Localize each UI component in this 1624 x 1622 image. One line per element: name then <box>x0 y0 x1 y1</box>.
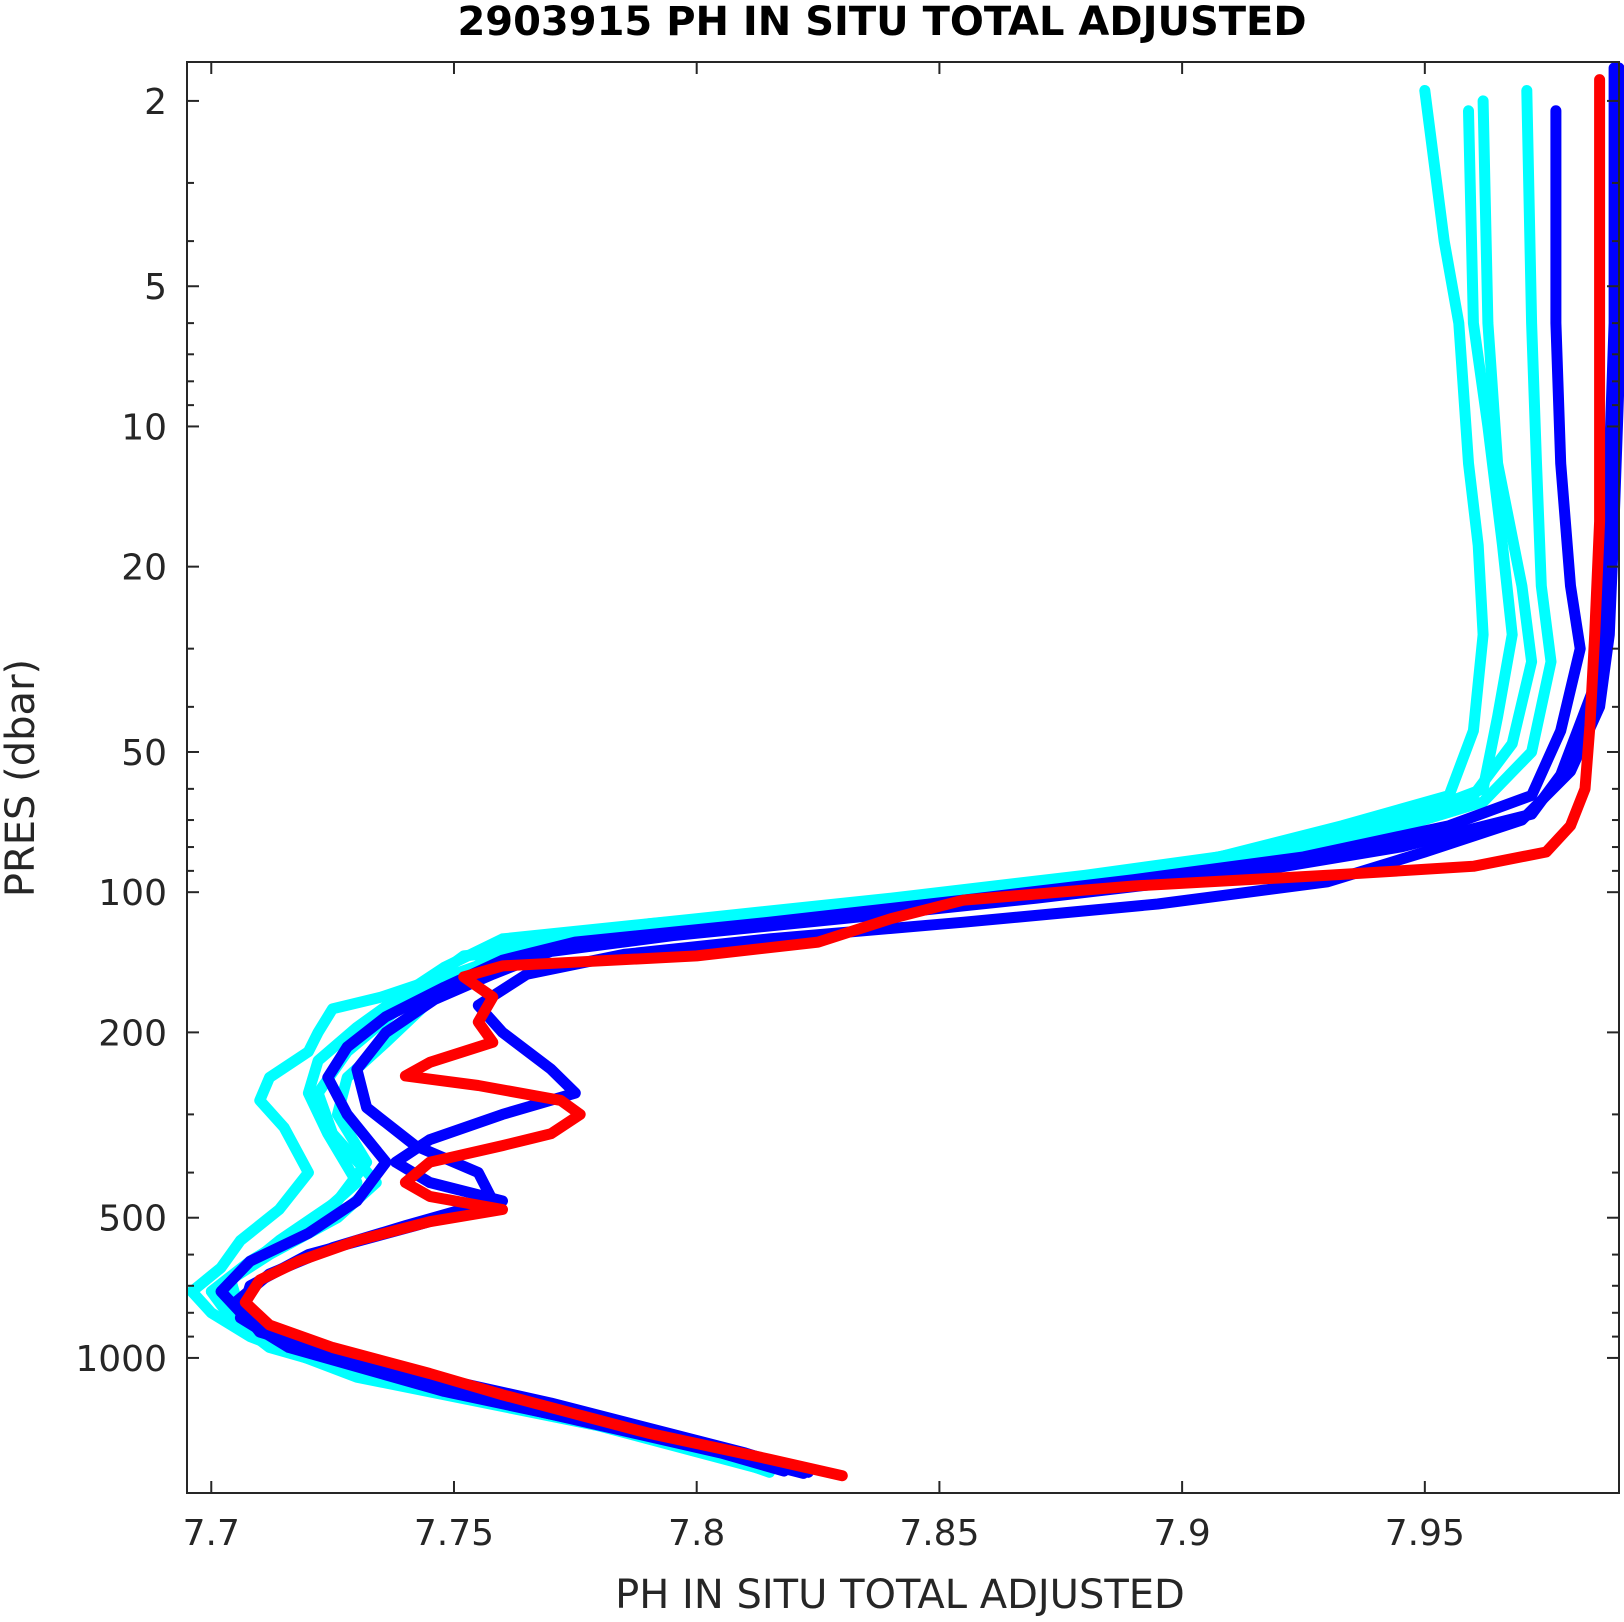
series-line-3 <box>225 95 1538 1476</box>
x-tick-label: 7.8 <box>668 1513 725 1554</box>
chart-title: 2903915 PH IN SITU TOTAL ADJUSTED <box>457 0 1306 45</box>
series-line-6 <box>230 62 1620 1478</box>
series-line-7 <box>234 62 1624 1479</box>
y-tick-label: 50 <box>121 733 167 774</box>
y-tick-label: 2 <box>144 82 167 123</box>
series-line-8 <box>239 74 1606 1482</box>
plot-series <box>186 62 1624 1482</box>
y-tick-label: 100 <box>98 873 167 914</box>
y-tick-label: 5 <box>144 267 167 308</box>
y-axis-label: PRES (dbar) <box>0 659 44 897</box>
series-line-5 <box>215 105 1586 1477</box>
series-line-4 <box>215 85 1557 1478</box>
y-axis: 2 5 10 20 50 100 200 500 1000 <box>75 82 1619 1380</box>
plot-frame <box>186 61 1620 1494</box>
series-line-1 <box>186 85 1489 1477</box>
y-tick-label: 10 <box>121 407 167 448</box>
x-tick-label: 7.9 <box>1153 1513 1210 1554</box>
y-tick-label: 500 <box>98 1199 167 1240</box>
x-axis-label: PH IN SITU TOTAL ADJUSTED <box>615 1572 1185 1618</box>
x-tick-label: 7.95 <box>1385 1513 1465 1554</box>
y-tick-label: 1000 <box>75 1339 167 1380</box>
x-axis: 7.7 7.75 7.8 7.85 7.9 7.95 <box>183 62 1465 1554</box>
x-tick-label: 7.7 <box>183 1513 240 1554</box>
x-tick-label: 7.85 <box>899 1513 979 1554</box>
y-tick-label: 20 <box>121 548 167 589</box>
series-line-2 <box>205 105 1518 1471</box>
x-tick-label: 7.75 <box>414 1513 494 1554</box>
y-tick-label: 200 <box>98 1013 167 1054</box>
